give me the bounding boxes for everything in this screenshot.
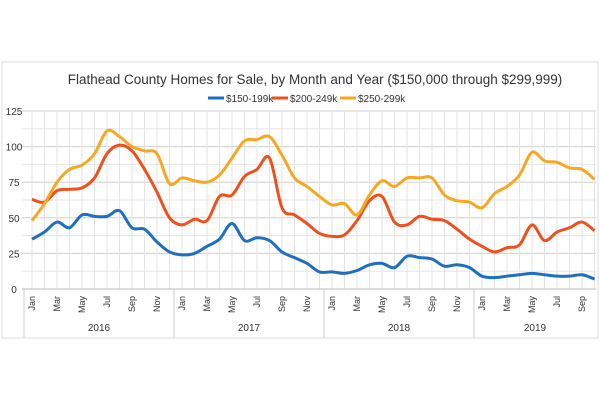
- legend: $150-199k $200-249k $250-299k: [208, 94, 406, 105]
- x-tick-label: Mar: [202, 296, 212, 312]
- y-tick-label: 125: [6, 107, 23, 118]
- y-tick-label: 50: [8, 214, 20, 225]
- x-tick-label: Sep: [127, 296, 137, 312]
- x-tick-label: Nov: [302, 296, 312, 313]
- y-tick-label: 25: [8, 249, 20, 260]
- x-tick-label: May: [77, 296, 87, 314]
- x-tick-label: Mar: [52, 296, 62, 312]
- x-tick-label: May: [377, 296, 387, 314]
- x-tick-label: Sep: [277, 296, 287, 312]
- y-tick-label: 75: [8, 178, 20, 189]
- year-label: 2017: [238, 323, 261, 334]
- x-tick-label: Sep: [427, 296, 437, 312]
- x-tick-label: Mar: [502, 296, 512, 312]
- x-tick-label: Nov: [452, 296, 462, 313]
- year-label: 2018: [388, 323, 411, 334]
- x-tick-label: May: [227, 296, 237, 314]
- x-tick-label: May: [527, 296, 537, 314]
- x-tick-label: Jan: [27, 296, 37, 311]
- legend-label: $200-249k: [290, 94, 338, 105]
- x-tick-label: Jan: [477, 296, 487, 311]
- y-tick-label: 0: [11, 285, 17, 296]
- x-tick-label: Jan: [177, 296, 187, 311]
- year-label: 2016: [88, 323, 111, 334]
- legend-label: $150-199k: [226, 94, 274, 105]
- x-tick-label: Mar: [352, 296, 362, 312]
- y-tick-label: 100: [6, 143, 23, 154]
- x-tick-label: Jul: [402, 296, 412, 308]
- x-tick-label: Jul: [552, 296, 562, 308]
- x-tick-label: Jan: [327, 296, 337, 311]
- x-tick-label: Jul: [102, 296, 112, 308]
- legend-label: $250-299k: [358, 94, 406, 105]
- x-tick-label: Jul: [252, 296, 262, 308]
- x-tick-label: Nov: [152, 296, 162, 313]
- year-label: 2019: [524, 323, 547, 334]
- chart-title: Flathead County Homes for Sale, by Month…: [68, 72, 563, 87]
- x-tick-label: Sep: [577, 296, 587, 312]
